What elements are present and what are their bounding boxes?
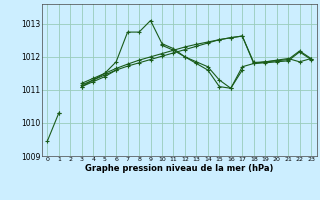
- X-axis label: Graphe pression niveau de la mer (hPa): Graphe pression niveau de la mer (hPa): [85, 164, 273, 173]
